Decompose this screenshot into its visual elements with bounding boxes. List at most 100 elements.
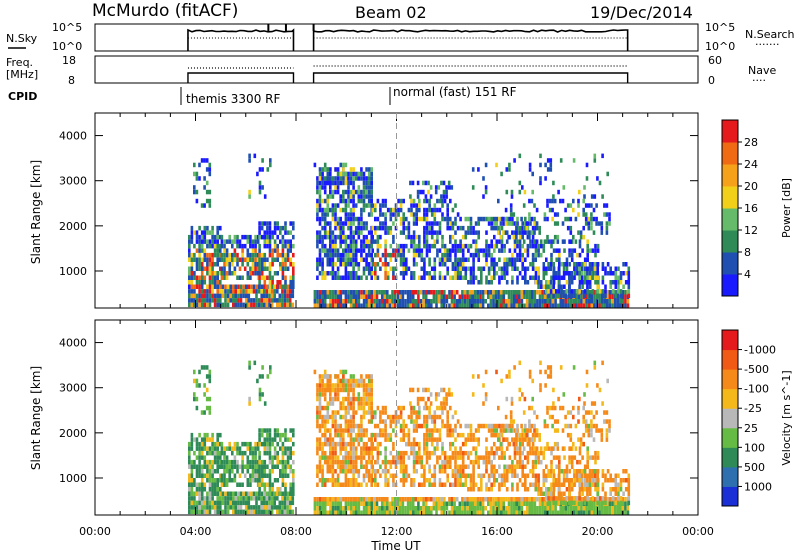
power-cell xyxy=(504,230,508,235)
velocity-cell xyxy=(355,510,358,515)
velocity-cell xyxy=(344,419,348,424)
velocity-cell xyxy=(347,501,350,506)
velocity-cell xyxy=(552,473,556,478)
velocity-cell xyxy=(354,396,358,402)
velocity-cell xyxy=(329,497,332,502)
power-cell xyxy=(585,303,588,308)
power-cell xyxy=(321,207,324,213)
power-cell xyxy=(374,203,377,208)
velocity-cell xyxy=(428,428,431,433)
power-cell xyxy=(446,257,449,262)
beam-title: Beam 02 xyxy=(355,3,427,22)
power-cell xyxy=(334,216,337,222)
power-cell xyxy=(321,185,324,190)
power-cell xyxy=(213,280,217,285)
power-cell xyxy=(412,230,416,235)
velocity-cell xyxy=(237,496,240,501)
velocity-cell xyxy=(258,428,261,433)
velocity-cell xyxy=(357,401,361,406)
power-cell xyxy=(604,293,607,299)
velocity-cell xyxy=(410,450,413,456)
velocity-cell xyxy=(321,414,324,420)
power-cell xyxy=(415,207,418,213)
velocity-cell xyxy=(254,478,257,483)
power-cell xyxy=(258,248,261,253)
power-cell xyxy=(329,257,332,262)
velocity-cell xyxy=(547,500,550,506)
velocity-cell xyxy=(376,405,380,411)
velocity-cell xyxy=(624,510,627,515)
velocity-cell xyxy=(433,464,437,469)
power-cell xyxy=(525,299,529,304)
power-cell xyxy=(316,198,319,204)
power-ytick-label: 2000 xyxy=(59,220,87,233)
velocity-cell xyxy=(545,496,548,501)
power-cell xyxy=(354,171,358,177)
power-cell xyxy=(450,185,454,190)
velocity-cell xyxy=(580,497,583,502)
velocity-cell xyxy=(279,446,282,451)
power-cell xyxy=(247,293,251,299)
velocity-cell xyxy=(352,405,355,411)
velocity-cell xyxy=(347,464,350,469)
power-cell xyxy=(318,252,322,258)
velocity-cell xyxy=(476,510,480,515)
power-cell xyxy=(611,271,615,276)
velocity-cell xyxy=(507,510,511,515)
velocity-cell xyxy=(404,510,407,515)
power-cell xyxy=(601,262,605,267)
power-cell xyxy=(379,225,382,231)
velocity-cell xyxy=(611,510,614,515)
power-cell xyxy=(535,221,539,226)
power-cell xyxy=(321,176,324,181)
velocity-cell xyxy=(256,478,260,483)
noise-panel-frame xyxy=(94,23,699,52)
power-cell xyxy=(497,290,500,295)
velocity-cell xyxy=(270,500,274,506)
power-cell xyxy=(542,262,546,267)
power-cell xyxy=(601,266,605,271)
velocity-cell xyxy=(480,482,483,487)
power-cell xyxy=(412,203,416,208)
power-cell xyxy=(378,303,381,308)
power-cell xyxy=(331,262,335,267)
power-cell xyxy=(575,266,579,271)
power-cell xyxy=(453,303,456,308)
power-cell xyxy=(485,262,488,267)
power-cell xyxy=(326,203,330,208)
velocity-cell xyxy=(392,441,395,447)
power-cell xyxy=(326,271,330,276)
velocity-cell xyxy=(450,497,454,502)
power-cell xyxy=(611,294,614,299)
velocity-cell xyxy=(479,510,482,515)
power-cell xyxy=(552,262,555,267)
velocity-cell xyxy=(365,464,368,469)
velocity-cell xyxy=(500,482,504,487)
velocity-cell xyxy=(521,459,524,465)
velocity-cell xyxy=(399,464,403,469)
velocity-cell xyxy=(213,469,217,474)
velocity-cell xyxy=(233,446,237,451)
power-cell xyxy=(216,262,219,267)
power-cell xyxy=(352,176,355,181)
power-cell xyxy=(362,198,366,204)
power-cell xyxy=(352,248,355,253)
power-cell xyxy=(331,176,335,181)
velocity-cell xyxy=(518,437,522,442)
power-cell xyxy=(241,257,244,262)
power-cell xyxy=(489,303,493,308)
power-cell xyxy=(347,176,350,181)
velocity-cell xyxy=(254,450,257,456)
velocity-cell xyxy=(503,482,506,487)
velocity-cell xyxy=(251,455,255,460)
power-cell xyxy=(258,280,261,285)
velocity-cell xyxy=(273,478,277,483)
power-cell xyxy=(188,284,191,289)
velocity-cell xyxy=(541,510,544,515)
velocity-cell xyxy=(380,497,384,502)
velocity-cell xyxy=(318,414,322,420)
power-cell xyxy=(375,303,379,308)
power-cell xyxy=(371,225,374,231)
velocity-cell xyxy=(505,506,508,511)
power-cell xyxy=(321,243,324,249)
